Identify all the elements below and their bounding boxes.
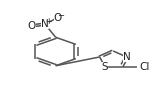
Text: +: + bbox=[45, 17, 52, 26]
Text: N: N bbox=[123, 52, 131, 62]
Text: O: O bbox=[54, 13, 62, 23]
Text: N: N bbox=[41, 19, 49, 29]
Text: −: − bbox=[57, 11, 64, 20]
Text: O: O bbox=[27, 21, 36, 31]
Text: S: S bbox=[101, 62, 108, 72]
Text: Cl: Cl bbox=[139, 62, 150, 72]
